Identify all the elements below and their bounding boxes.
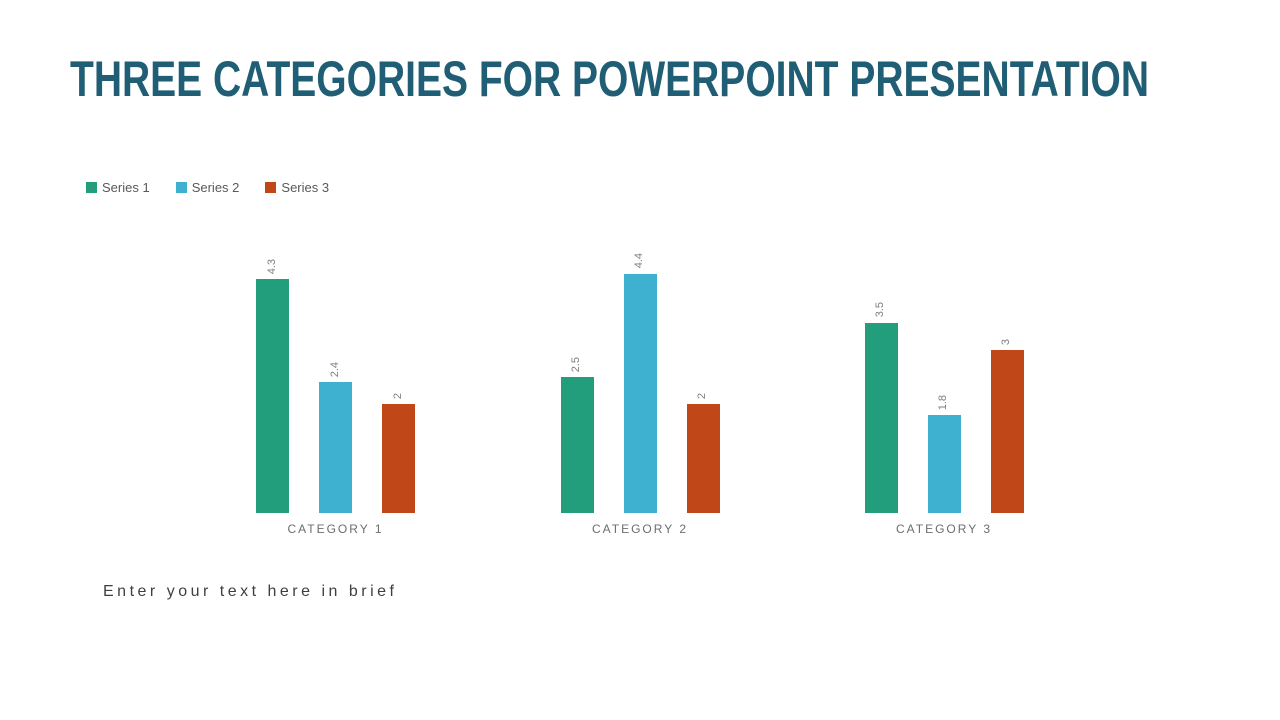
bar-value-label: 2.5 xyxy=(570,356,582,372)
bar-value-label: 2.4 xyxy=(328,362,341,378)
bar-series-3-category-1 xyxy=(382,404,415,513)
bar-value-label: 1.8 xyxy=(937,394,949,411)
bar-value-label: 2 xyxy=(391,393,404,400)
bar-series-2-category-3 xyxy=(927,415,961,513)
page-title: THREE CATEGORIES FOR POWERPOINT PRESENTA… xyxy=(70,51,1150,107)
legend-swatch-icon xyxy=(265,182,277,193)
legend-swatch-icon xyxy=(86,182,97,193)
category-label-1: CATEGORY 1 xyxy=(287,522,384,536)
bar-series-3-category-3 xyxy=(990,349,1024,513)
placeholder-text: Enter your text here in brief xyxy=(103,583,398,600)
bar-series-1-category-3 xyxy=(864,322,898,513)
bar-value-label: 3 xyxy=(1000,338,1012,345)
legend-item-series-1: Series 1 xyxy=(86,181,150,194)
bar-value-label: 4.4 xyxy=(633,253,645,269)
category-label-2: CATEGORY 2 xyxy=(591,522,689,536)
bar-series-1-category-2 xyxy=(560,377,594,513)
legend-swatch-icon xyxy=(175,182,187,193)
legend-item-series-2: Series 2 xyxy=(175,180,240,195)
legend-label: Series 1 xyxy=(102,180,150,195)
bar-series-2-category-2 xyxy=(623,273,657,513)
legend-item-series-3: Series 3 xyxy=(265,181,329,194)
legend-label: Series 3 xyxy=(281,180,330,195)
bar-value-label: 4.3 xyxy=(265,258,278,275)
category-label-3: CATEGORY 3 xyxy=(895,522,993,536)
bar-value-label: 2 xyxy=(696,393,708,400)
bar-series-2-category-1 xyxy=(319,382,352,513)
bar-series-1-category-1 xyxy=(256,279,289,513)
bar-series-3-category-2 xyxy=(686,404,720,513)
bar-value-label: 3.5 xyxy=(874,302,886,318)
legend-label: Series 2 xyxy=(191,180,240,195)
chart-legend: Series 1 Series 2 Series 3 xyxy=(86,181,329,194)
